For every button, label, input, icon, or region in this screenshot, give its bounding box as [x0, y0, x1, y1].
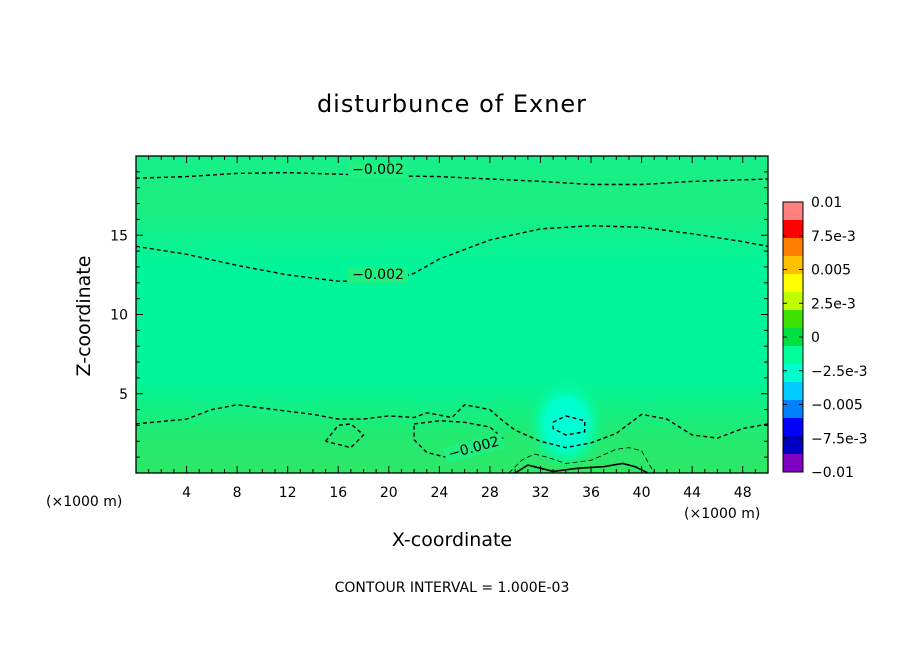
- colorbar-tick-label: 0: [811, 330, 820, 346]
- contour-line: [514, 462, 649, 473]
- colorbar-swatch: [783, 346, 803, 365]
- x-tick-label: 4: [182, 485, 191, 501]
- contour-label: −0.002: [352, 267, 404, 283]
- colorbar-swatch: [783, 256, 803, 275]
- contour-line: [508, 447, 655, 473]
- colorbar-swatch: [783, 436, 803, 455]
- colorbar-tick-label: −0.01: [811, 465, 854, 481]
- x-tick-label: 32: [532, 485, 550, 501]
- x-tick-label: 16: [329, 485, 347, 501]
- contour-label: −0.002: [352, 162, 404, 178]
- y-axis-label: Z-coordinate: [73, 256, 95, 377]
- colorbar-tick-label: −2.5e-3: [811, 364, 868, 380]
- x-tick-label: 20: [380, 485, 398, 501]
- colorbar: 0.01 7.5e-3 0.005 2.5e-3 0 −2.5e-3 −0.005 −7.5e…: [782, 195, 868, 481]
- x-tick-label: 44: [683, 485, 701, 501]
- x-unit-right: (×1000 m): [684, 506, 760, 522]
- x-tick-label: 40: [633, 485, 651, 501]
- colorbar-swatch: [783, 418, 803, 437]
- colorbar-swatch: [783, 454, 803, 473]
- x-tick-label: 24: [430, 485, 448, 501]
- x-tick-label: 36: [582, 485, 600, 501]
- colorbar-tick-label: 7.5e-3: [811, 229, 856, 245]
- contour-label-bg: [348, 267, 408, 283]
- positive-anomaly: [488, 436, 668, 473]
- contour-line: [136, 171, 768, 186]
- chart-title: disturbunce of Exner: [317, 90, 587, 118]
- contour-label-bg: [442, 432, 506, 464]
- contour-line: [136, 224, 768, 282]
- colorbar-swatch: [783, 400, 803, 419]
- x-tick-label: 28: [481, 485, 499, 501]
- colorbar-swatch: [783, 328, 803, 347]
- colorbar-swatch: [783, 364, 803, 383]
- x-tick-label: 48: [734, 485, 752, 501]
- x-tick-label: 12: [279, 485, 297, 501]
- field-background: [136, 156, 768, 473]
- x-tick-label: 8: [233, 485, 242, 501]
- colorbar-swatch: [783, 202, 803, 221]
- colorbar-swatch: [783, 220, 803, 239]
- colorbar-tick-label: 2.5e-3: [811, 296, 856, 312]
- contour-interval-footer: CONTOUR INTERVAL = 1.000E-03: [335, 580, 570, 596]
- colorbar-tick-label: 0.005: [811, 263, 851, 279]
- contour-line: [552, 415, 586, 436]
- y-tick-label: 15: [110, 228, 128, 244]
- contour-label-bg: [348, 162, 408, 178]
- colorbar-tick-label: 0.01: [811, 195, 842, 211]
- colorbar-tick-label: −7.5e-3: [811, 431, 868, 447]
- colorbar-tick-label: −0.005: [811, 398, 863, 414]
- contour-line: [325, 423, 365, 449]
- y-tick-label: 5: [119, 387, 128, 403]
- x-unit-left: (×1000 m): [46, 494, 122, 510]
- contour-line: [136, 404, 768, 449]
- colorbar-swatch: [783, 274, 803, 293]
- colorbar-swatch: [783, 292, 803, 311]
- colorbar-swatch: [783, 382, 803, 401]
- colorbar-swatch: [783, 310, 803, 329]
- colorbar-swatch: [783, 238, 803, 257]
- y-tick-label: 10: [110, 308, 128, 324]
- plot-area: −0.002−0.002−0.002: [136, 156, 768, 473]
- x-axis-label: X-coordinate: [392, 529, 512, 551]
